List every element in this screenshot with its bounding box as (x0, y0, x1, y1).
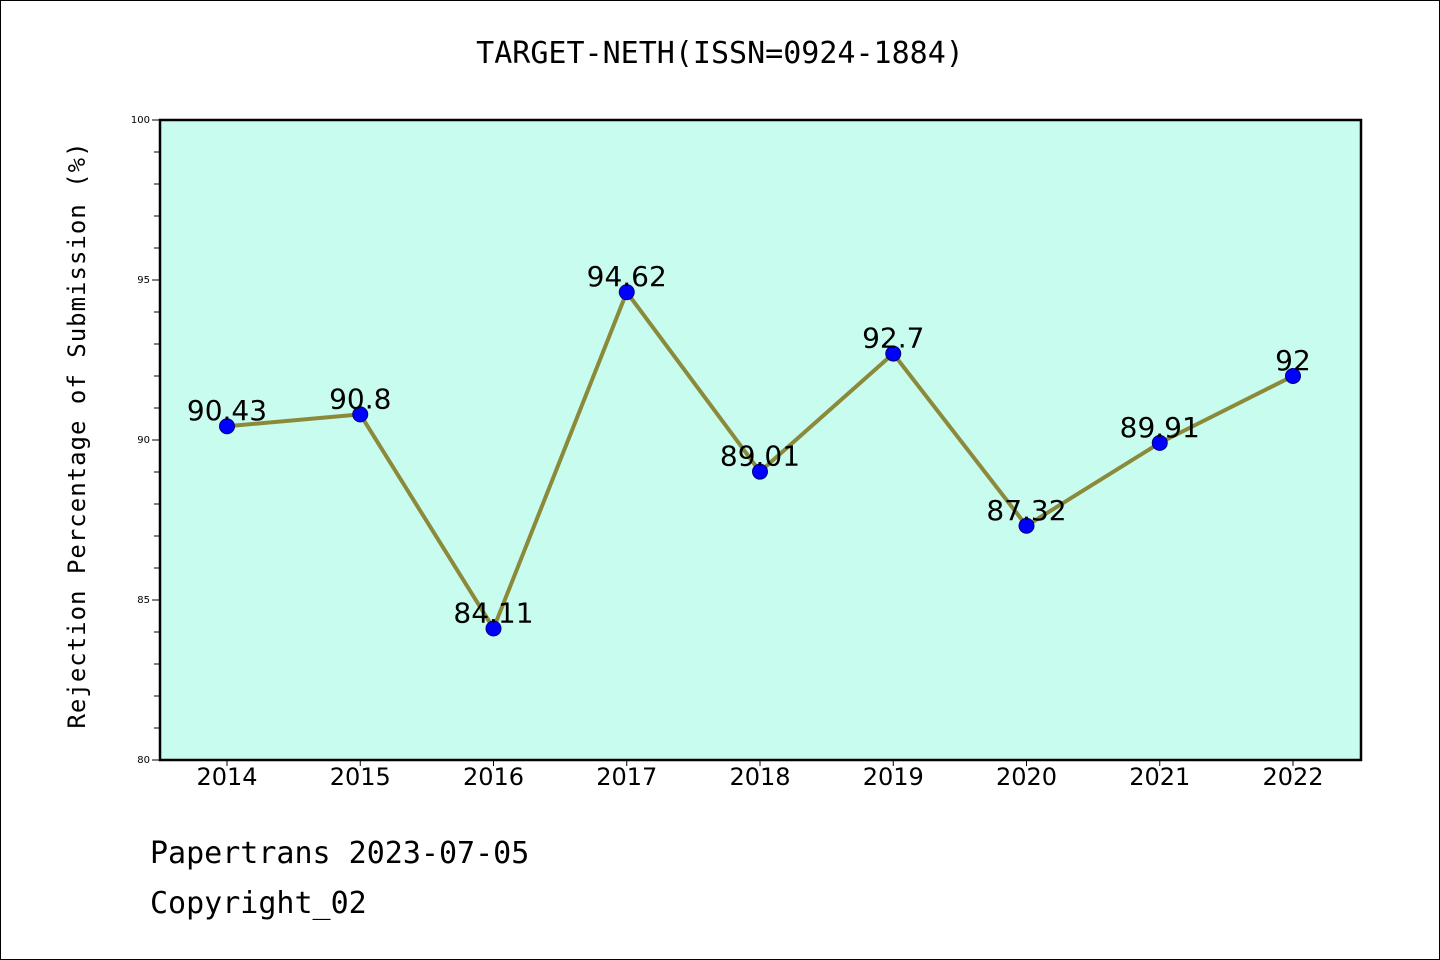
x-tick-label: 2022 (1262, 763, 1323, 791)
y-tick-label: 95 (137, 275, 150, 286)
data-label: 92.7 (862, 322, 924, 355)
data-label: 89.01 (720, 440, 800, 473)
x-tick-label: 2016 (463, 763, 524, 791)
x-tick-label: 2020 (996, 763, 1057, 791)
x-tick-label: 2014 (196, 763, 257, 791)
data-label: 84.11 (453, 596, 533, 629)
data-label: 94.62 (587, 260, 667, 293)
y-tick-label: 90 (137, 435, 150, 446)
data-label: 92 (1275, 344, 1311, 377)
data-point-marker (1285, 368, 1301, 384)
chart-title: TARGET-NETH(ISSN=0924-1884) (476, 36, 964, 71)
x-tick-label: 2021 (1129, 763, 1190, 791)
y-axis-label: Rejection Percentage of Submission (%) (63, 141, 91, 728)
data-label: 89.91 (1120, 411, 1200, 444)
data-label: 90.8 (329, 382, 391, 415)
x-tick-label: 2017 (596, 763, 657, 791)
footer-copyright: Copyright_02 (150, 886, 367, 921)
y-tick-label: 85 (137, 595, 150, 606)
plot-border (158, 118, 1363, 762)
footer-date: Papertrans 2023-07-05 (150, 836, 530, 871)
data-point-marker (885, 345, 902, 362)
data-point-marker (1151, 434, 1168, 451)
data-point-marker (618, 284, 635, 301)
data-label: 90.43 (187, 394, 267, 427)
data-point-marker (485, 620, 502, 637)
x-tick-label: 2018 (729, 763, 790, 791)
data-point-marker (219, 418, 235, 435)
x-tick-label: 2015 (330, 763, 391, 791)
y-tick-label: 100 (131, 115, 150, 126)
y-tick-label: 80 (137, 755, 150, 766)
data-point-marker (1018, 517, 1035, 534)
data-label: 87.32 (986, 494, 1066, 527)
data-point-marker (352, 406, 369, 423)
data-point-marker (752, 463, 768, 480)
x-tick-label: 2019 (863, 763, 924, 791)
